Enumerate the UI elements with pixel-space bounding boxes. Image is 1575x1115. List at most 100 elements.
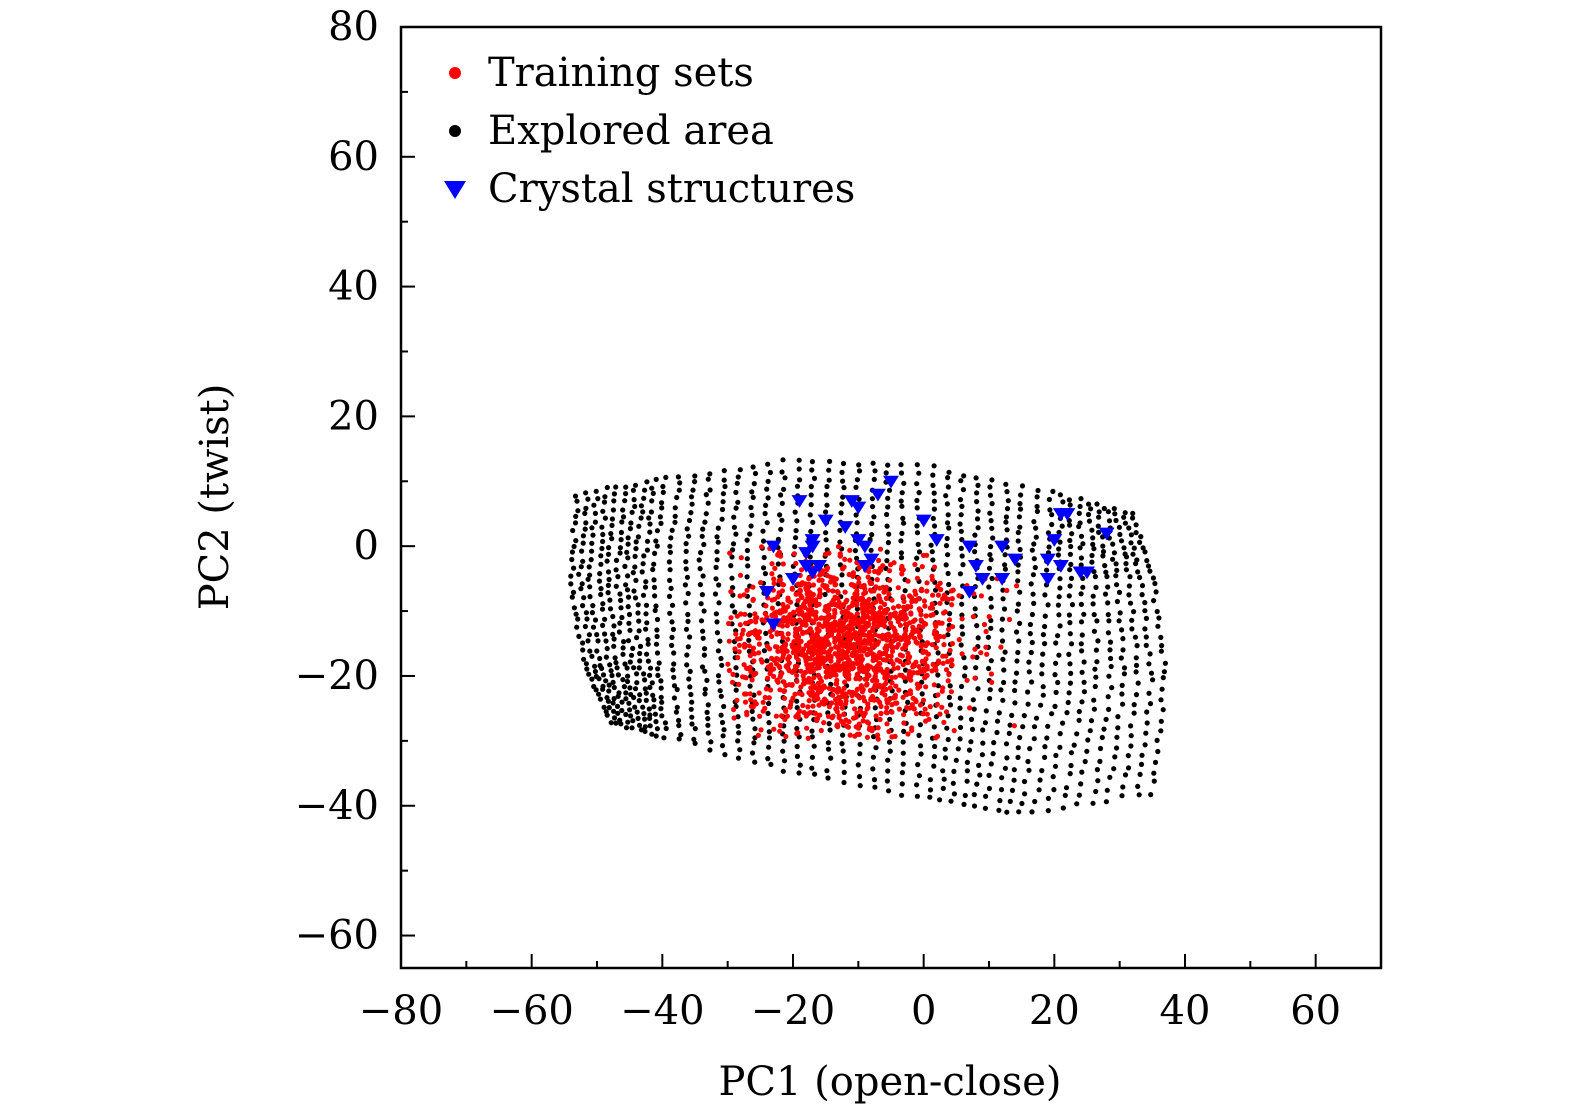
training-point: [777, 722, 784, 729]
explored-point: [1147, 568, 1153, 574]
explored-point: [1047, 507, 1053, 513]
explored-point: [931, 763, 937, 769]
explored-point: [944, 520, 951, 526]
explored-point: [621, 639, 627, 645]
training-point: [854, 671, 861, 677]
training-point: [895, 641, 902, 648]
explored-point: [1094, 501, 1100, 507]
explored-point: [1066, 690, 1072, 696]
training-point: [753, 670, 759, 677]
explored-point: [765, 710, 771, 717]
explored-point: [744, 556, 750, 562]
explored-point: [972, 549, 978, 555]
training-point: [842, 679, 848, 685]
explored-point: [713, 576, 719, 582]
y-tick-label: 40: [328, 264, 379, 310]
explored-point: [898, 555, 905, 561]
explored-point: [619, 699, 625, 705]
explored-point: [1064, 710, 1070, 716]
explored-point: [584, 616, 590, 622]
explored-point: [632, 553, 638, 560]
explored-point: [598, 586, 604, 592]
explored-point: [667, 567, 673, 573]
training-point: [858, 584, 864, 590]
explored-point: [719, 743, 726, 749]
explored-point: [625, 719, 631, 725]
training-point: [843, 617, 849, 623]
explored-point: [1039, 662, 1045, 668]
explored-point: [1102, 591, 1109, 597]
explored-point: [623, 491, 629, 497]
training-point: [786, 654, 792, 660]
explored-point: [1017, 524, 1023, 530]
training-point: [774, 630, 780, 636]
explored-point: [1139, 752, 1145, 758]
explored-point: [705, 722, 711, 728]
explored-point: [606, 545, 612, 551]
explored-point: [589, 548, 595, 554]
explored-point: [1042, 744, 1048, 750]
training-point: [862, 599, 869, 605]
explored-point: [1140, 545, 1146, 551]
explored-point: [750, 716, 756, 722]
explored-point: [606, 705, 612, 711]
explored-point: [574, 624, 580, 630]
explored-point: [651, 577, 657, 583]
explored-point: [1056, 546, 1062, 552]
explored-point: [616, 629, 623, 635]
explored-point: [642, 728, 648, 735]
explored-point: [586, 564, 592, 570]
explored-point: [749, 750, 756, 756]
explored-point: [885, 788, 892, 794]
explored-point: [752, 726, 758, 732]
explored-point: [839, 572, 845, 578]
explored-point: [1148, 670, 1155, 676]
training-point: [771, 673, 777, 680]
training-point: [889, 680, 895, 686]
training-point: [923, 649, 929, 655]
explored-point: [985, 634, 992, 640]
training-point: [821, 720, 827, 726]
explored-point: [1156, 615, 1162, 621]
training-point: [797, 708, 803, 714]
training-point: [947, 647, 953, 654]
x-tick-label: 40: [1160, 988, 1211, 1034]
explored-point: [1022, 791, 1028, 797]
explored-point: [611, 684, 617, 691]
crystal-structure-marker: [1046, 534, 1063, 547]
training-point: [813, 616, 819, 622]
explored-point: [583, 505, 589, 511]
training-point: [889, 648, 896, 655]
explored-point: [582, 526, 588, 532]
explored-point: [729, 575, 735, 581]
explored-point: [957, 724, 964, 731]
training-point: [730, 671, 736, 678]
explored-point: [1015, 601, 1022, 607]
y-axis-title: PC2 (twist): [192, 384, 238, 611]
training-point: [868, 636, 875, 642]
explored-point: [571, 543, 577, 550]
explored-point: [672, 513, 678, 519]
explored-point: [1031, 600, 1037, 607]
explored-point: [1161, 669, 1167, 675]
explored-point: [571, 565, 577, 571]
explored-point: [767, 469, 774, 476]
explored-point: [1037, 777, 1043, 783]
training-point: [777, 657, 783, 663]
training-point: [810, 703, 816, 709]
explored-point: [652, 593, 658, 599]
training-point: [877, 684, 883, 690]
training-point: [877, 546, 884, 552]
explored-point: [606, 682, 612, 688]
explored-point: [685, 618, 691, 625]
training-point: [922, 706, 928, 712]
training-point: [943, 653, 949, 659]
explored-point: [1030, 572, 1036, 578]
explored-point: [661, 735, 667, 741]
explored-point: [957, 571, 964, 577]
explored-point: [644, 620, 650, 626]
explored-point: [590, 603, 596, 609]
explored-point: [838, 510, 844, 516]
explored-point: [1096, 509, 1102, 515]
training-point: [857, 629, 863, 635]
